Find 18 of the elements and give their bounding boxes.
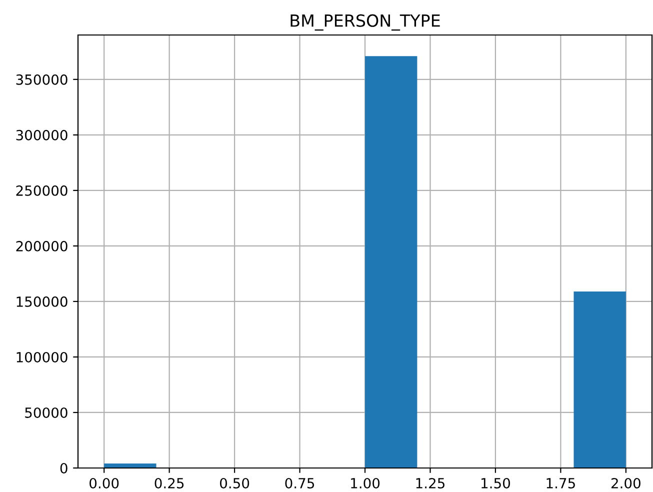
x-tick-label: 1.50 [482, 478, 510, 488]
x-tick-label: 1.00 [351, 478, 380, 488]
y-tick-label: 350000 [16, 74, 68, 85]
y-tick-label: 0 [60, 462, 68, 474]
chart-title: BM_PERSON_TYPE [290, 14, 440, 31]
y-tick-label: 200000 [16, 240, 68, 252]
y-tick-label: 300000 [16, 130, 68, 140]
y-tick-label: 100000 [16, 352, 68, 362]
x-tick-label: 0.75 [285, 478, 314, 488]
x-tick-label: 1.75 [546, 478, 575, 488]
y-tick-label: 150000 [16, 296, 68, 307]
x-tick-label: 1.25 [416, 478, 444, 488]
x-tick-label: 0.00 [90, 478, 119, 488]
x-tick-label: 0.25 [154, 478, 184, 488]
y-tick-label: 250000 [16, 185, 68, 196]
x-tick-label: 0.50 [220, 478, 250, 488]
x-tick-label: 2.00 [611, 478, 640, 488]
y-tick-label: 50000 [25, 407, 68, 418]
